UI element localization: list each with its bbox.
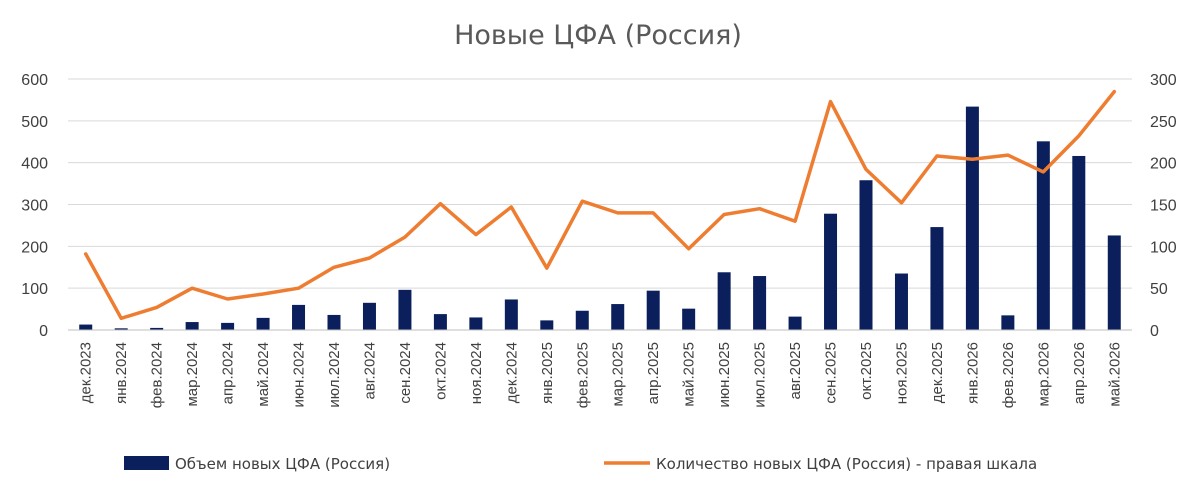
- bar: [717, 272, 731, 330]
- y-left-tick-label: 600: [21, 72, 48, 89]
- bar: [469, 317, 483, 330]
- bar: [788, 316, 802, 330]
- y-right-tick-label: 0: [1150, 323, 1159, 340]
- x-tick-label: апр.2024: [220, 342, 237, 404]
- legend-line-label: Количество новых ЦФА (Россия) - правая ш…: [656, 455, 1037, 473]
- x-tick-label: июн.2024: [291, 342, 308, 407]
- bar: [1036, 141, 1050, 330]
- legend-bar-swatch: [124, 456, 169, 470]
- x-tick-label: окт.2024: [432, 342, 449, 400]
- bar: [824, 213, 838, 330]
- bar: [221, 322, 235, 330]
- bar: [575, 310, 589, 330]
- gridlines: [68, 78, 1132, 289]
- bar: [894, 273, 908, 330]
- bar: [1072, 155, 1086, 330]
- line-series-path: [83, 89, 1117, 321]
- y-left-tick-label: 0: [39, 323, 48, 340]
- x-tick-label: ноя.2024: [468, 342, 485, 404]
- x-tick-label: май.2025: [681, 342, 698, 407]
- bar: [611, 304, 625, 330]
- chart-title: Новые ЦФА (Россия): [454, 20, 742, 51]
- bar: [398, 289, 412, 330]
- x-tick-label: мар.2026: [1035, 342, 1052, 407]
- bar: [930, 227, 944, 330]
- bar: [150, 327, 164, 330]
- x-tick-label: янв.2025: [539, 342, 556, 404]
- x-tick-label: окт.2025: [858, 342, 875, 400]
- legend: Объем новых ЦФА (Россия) Количество новы…: [124, 455, 1037, 473]
- bar: [79, 324, 93, 330]
- y-right-tick-label: 250: [1150, 114, 1177, 131]
- x-tick-label: мар.2025: [610, 342, 627, 407]
- y-right-tick-label: 150: [1150, 198, 1177, 215]
- y-right-tick-label: 50: [1150, 281, 1168, 298]
- x-tick-label: фев.2025: [574, 342, 591, 408]
- bar: [504, 299, 518, 330]
- x-tick-label: дек.2023: [78, 342, 95, 403]
- bar: [362, 302, 376, 330]
- x-tick-label: май.2026: [1106, 342, 1123, 407]
- bar: [1001, 315, 1015, 330]
- y-left-tick-label: 200: [21, 239, 48, 256]
- bar: [292, 304, 306, 330]
- x-tick-label: фев.2026: [1000, 342, 1017, 408]
- y-right-tick-label: 300: [1150, 72, 1177, 89]
- y-left-tick-label: 300: [21, 198, 48, 215]
- x-tick-label: июл.2024: [326, 342, 343, 408]
- y-left-tick-label: 400: [21, 156, 48, 173]
- bar: [256, 317, 270, 330]
- x-tick-label: авг.2024: [361, 342, 378, 400]
- y-right-tick-label: 200: [1150, 156, 1177, 173]
- x-tick-label: янв.2026: [964, 342, 981, 404]
- bar: [327, 314, 341, 330]
- bar: [646, 290, 660, 330]
- x-tick-label: сен.2024: [397, 342, 414, 404]
- legend-bar-label: Объем новых ЦФА (Россия): [175, 455, 390, 473]
- x-tick-label: апр.2026: [1071, 342, 1088, 404]
- bar: [433, 314, 447, 330]
- line-series: [83, 89, 1117, 321]
- x-tick-label: янв.2024: [113, 342, 130, 404]
- x-tick-label: июн.2025: [716, 342, 733, 407]
- x-tick-label: ноя.2025: [893, 342, 910, 404]
- x-tick-label: дек.2024: [503, 342, 520, 403]
- x-tick-label: мар.2024: [184, 342, 201, 407]
- bar: [682, 308, 696, 330]
- x-tick-label: авг.2025: [787, 342, 804, 400]
- y-right-tick-label: 100: [1150, 239, 1177, 256]
- x-tick-label: дек.2025: [929, 342, 946, 403]
- x-tick-label: апр.2025: [645, 342, 662, 404]
- x-tick-label: май.2024: [255, 342, 272, 407]
- bar: [1107, 235, 1121, 330]
- bar: [965, 106, 979, 330]
- x-tick-label: июл.2025: [752, 342, 769, 408]
- bar: [753, 276, 767, 330]
- x-tick-label: фев.2024: [149, 342, 166, 408]
- bar-series: [79, 106, 1121, 330]
- bar: [859, 180, 873, 330]
- bar: [185, 322, 199, 330]
- bar: [114, 328, 128, 330]
- bar: [540, 320, 554, 330]
- y-left-tick-label: 500: [21, 114, 48, 131]
- axes: 0 100 200 300 400 500 600 0 50 100 150 200 250 300 дек…: [21, 72, 1177, 408]
- y-left-tick-label: 100: [21, 281, 48, 298]
- x-tick-label: сен.2025: [823, 342, 840, 404]
